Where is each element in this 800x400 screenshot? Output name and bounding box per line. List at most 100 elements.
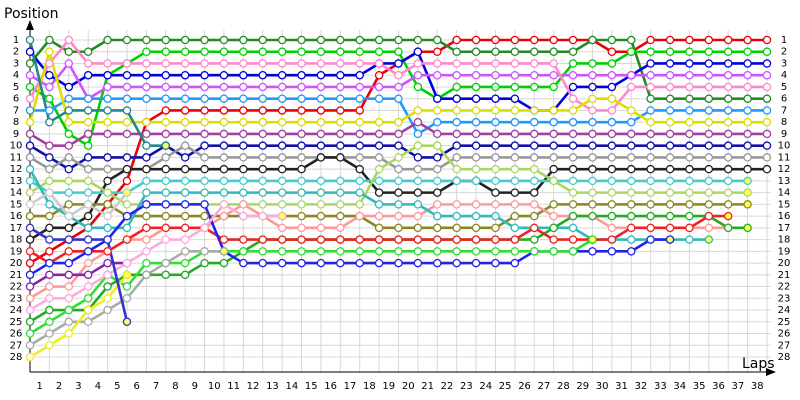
lap-marker: [25, 94, 35, 103]
lap-marker: [471, 164, 481, 174]
lap-marker: [665, 59, 675, 68]
lap-marker: [685, 164, 694, 174]
lap-marker: [588, 94, 597, 103]
lap-marker: [316, 247, 326, 256]
lap-marker: [180, 235, 190, 244]
lap-marker: [83, 129, 93, 139]
lap-marker: [258, 117, 267, 127]
y-tick-label-right: 3: [781, 58, 787, 69]
lap-marker: [297, 35, 306, 45]
y-tick-label: 22: [10, 282, 23, 293]
y-tick-label: 11: [10, 152, 23, 163]
lap-marker: [336, 247, 345, 256]
lap-marker: [646, 59, 655, 68]
lap-marker: [103, 188, 112, 197]
x-tick-label: 31: [615, 381, 628, 392]
lap-marker: [646, 176, 655, 186]
lap-marker: [685, 211, 694, 221]
lap-marker: [258, 141, 267, 150]
lap-marker: [413, 35, 423, 45]
lap-marker: [510, 200, 520, 209]
lap-marker: [491, 211, 500, 221]
lap-marker: [723, 94, 733, 103]
lap-marker: [646, 211, 655, 221]
lap-marker: [704, 47, 714, 56]
lap-marker: [471, 106, 481, 115]
lap-marker: [64, 235, 74, 244]
lap-marker: [394, 211, 403, 221]
lap-marker: [433, 129, 442, 139]
lap-marker: [219, 211, 229, 221]
lap-marker: [743, 35, 752, 45]
lap-marker: [743, 223, 752, 233]
lap-marker: [45, 211, 54, 221]
lap-marker: [471, 176, 481, 186]
lap-marker: [277, 70, 287, 80]
lap-marker: [180, 70, 190, 80]
lap-marker: [762, 35, 772, 45]
x-axis-title: Laps: [742, 356, 775, 372]
lap-marker: [762, 47, 772, 56]
lap-marker: [161, 211, 171, 221]
lap-marker: [646, 223, 655, 233]
lap-marker: [491, 117, 500, 127]
x-tick-label: 4: [95, 381, 101, 392]
lap-marker: [336, 258, 345, 268]
lap-marker: [568, 70, 578, 80]
lap-marker: [45, 329, 54, 338]
lap-marker: [433, 141, 442, 150]
lap-marker: [180, 176, 190, 186]
lap-marker: [219, 106, 229, 115]
lap-marker: [161, 59, 171, 68]
lap-marker: [685, 153, 694, 162]
lap-marker: [626, 247, 636, 256]
lap-marker: [685, 117, 694, 127]
lap-marker: [374, 223, 384, 233]
y-tick-label-right: 24: [778, 305, 791, 316]
lap-marker: [530, 70, 539, 80]
lap-marker: [626, 176, 636, 186]
lap-marker: [646, 188, 655, 197]
lap-marker: [25, 223, 35, 233]
x-tick-label: 21: [421, 381, 434, 392]
y-tick-label-right: 6: [781, 94, 787, 105]
lap-marker: [200, 129, 209, 139]
lap-marker: [762, 153, 772, 162]
y-tick-label-right: 10: [778, 141, 791, 152]
lap-marker: [336, 200, 345, 209]
lap-marker: [665, 188, 675, 197]
lap-marker: [530, 153, 539, 162]
lap-marker: [122, 188, 132, 197]
lap-marker: [297, 223, 306, 233]
lap-marker: [161, 235, 171, 244]
lap-marker: [394, 59, 403, 68]
lap-marker: [83, 247, 93, 256]
lap-marker: [336, 176, 345, 186]
lap-marker: [355, 82, 364, 92]
lap-marker: [336, 223, 345, 233]
lap-marker: [83, 70, 93, 80]
lap-marker: [258, 47, 267, 56]
lap-marker: [103, 94, 112, 103]
lap-marker: [723, 117, 733, 127]
lap-marker: [665, 129, 675, 139]
x-tick-label: 15: [305, 381, 318, 392]
lap-marker: [180, 129, 190, 139]
lap-marker: [626, 70, 636, 80]
lap-marker: [25, 211, 35, 221]
lap-marker: [413, 141, 423, 150]
lap-marker: [743, 188, 752, 197]
lap-marker: [588, 70, 597, 80]
lap-marker: [122, 59, 132, 68]
lap-marker: [626, 164, 636, 174]
lap-marker: [588, 117, 597, 127]
lap-marker: [316, 35, 326, 45]
lap-marker: [258, 247, 267, 256]
lap-marker: [588, 176, 597, 186]
lap-marker: [336, 117, 345, 127]
lap-marker: [471, 35, 481, 45]
lap-marker: [491, 247, 500, 256]
lap-marker: [239, 211, 248, 221]
lap-marker: [413, 164, 423, 174]
lap-marker: [723, 129, 733, 139]
